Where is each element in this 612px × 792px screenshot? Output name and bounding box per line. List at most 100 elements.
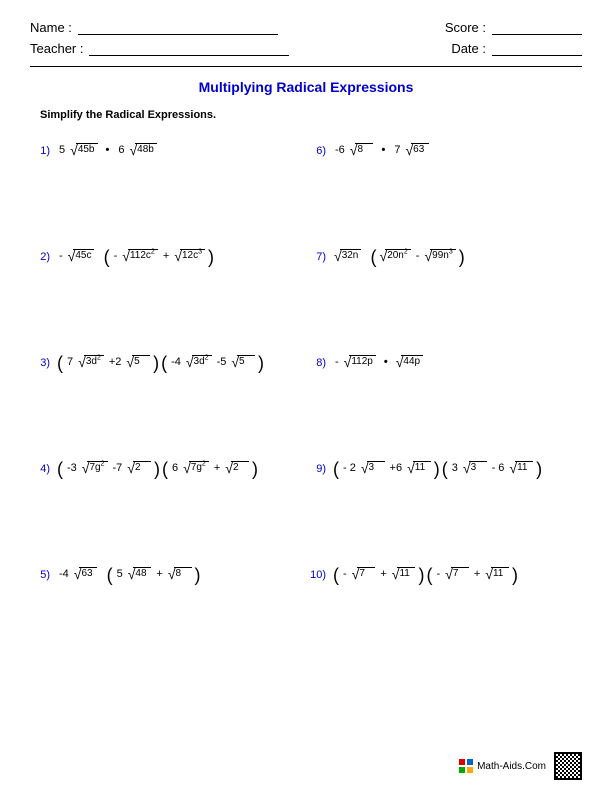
radicand: 48 [133,567,151,580]
left-paren: ( [107,568,113,582]
instructions: Simplify the Radical Expressions. [40,109,582,121]
sqrt-expression: √20n2 [380,249,411,263]
radicand: 7g2 [87,461,107,474]
left-paren: ( [371,250,377,264]
expression: 5√45b•6√48b [56,141,159,157]
problem-number: 6) [306,141,332,157]
spacer [363,250,369,262]
date-field-group: Date : [451,41,582,56]
sqrt-expression: √3 [463,461,487,475]
score-label: Score : [445,20,486,35]
left-paren: ( [426,568,432,582]
right-paren: ) [434,462,440,476]
expression: (7√3d2 +2 √5)(-4√3d2 -5 √5) [56,353,265,369]
radicand: 11 [515,461,533,474]
problem: 7)√32n (√20n2 - √99n3) [306,247,582,353]
footer: Math-Aids.Com [459,752,582,780]
problem-number: 9) [306,459,332,475]
radicand: 5 [132,355,150,368]
operator: +2 [109,356,122,368]
problem-number: 3) [30,353,56,369]
sqrt-expression: √11 [509,461,533,475]
sqrt-expression: √7 [445,567,469,581]
radicand: 12c3 [180,249,205,262]
coefficient: 6 [172,462,178,474]
sqrt-expression: √63 [405,143,429,157]
left-paren: ( [162,462,168,476]
operator: - 6 [492,462,505,474]
operator: + [156,568,162,580]
radicand: 63 [411,143,429,156]
expression: (-3√7g2 -7 √2)(6√7g2 + √2) [56,459,259,475]
date-blank [492,42,582,56]
problem: 10)(-√7 + √11)(-√7 + √11) [306,565,582,671]
expression: (-√7 + √11)(-√7 + √11) [332,565,519,581]
sqrt-expression: √44p [396,355,423,369]
radicand: 2 [133,461,151,474]
coefficient: - [343,568,347,580]
coefficient: 5 [59,144,65,156]
right-paren: ) [258,356,264,370]
sqrt-expression: √5 [231,355,255,369]
radicand: 32n [340,249,362,262]
right-paren: ) [252,462,258,476]
sqrt-expression: √11 [407,461,431,475]
left-paren: ( [57,356,63,370]
operator: - [416,250,420,262]
teacher-blank [89,42,289,56]
radicand: 112c2 [128,249,158,262]
name-blank [78,21,278,35]
coefficient: -6 [335,144,345,156]
sqrt-expression: √11 [392,567,416,581]
radicand: 48b [135,143,157,156]
problem: 2)-√45c (-√112c2 + √12c3) [30,247,306,353]
header-row-1: Name : Score : [30,20,582,35]
radicand: 99n3 [430,249,456,262]
problem-number: 2) [30,247,56,263]
radicand: 3d2 [192,355,212,368]
problem-number: 5) [30,565,56,581]
problem: 4)(-3√7g2 -7 √2)(6√7g2 + √2) [30,459,306,565]
sqrt-expression: √3d2 [186,355,212,369]
multiply-dot: • [384,356,388,368]
problem: 8)-√112p•√44p [306,353,582,459]
sqrt-expression: √7 [352,567,376,581]
right-paren: ) [459,250,465,264]
sqrt-expression: √8 [350,143,374,157]
left-paren: ( [442,462,448,476]
radicand: 7 [451,567,469,580]
header-divider [30,66,582,67]
operator: + [380,568,386,580]
expression: -√112p•√44p [332,353,425,369]
date-label: Date : [451,41,486,56]
radicand: 11 [491,567,509,580]
problem-number: 8) [306,353,332,369]
sqrt-expression: √7g2 [183,461,209,475]
sqrt-expression: √63 [74,567,98,581]
spacer [96,250,102,262]
coefficient: - [436,568,440,580]
page-title: Multiplying Radical Expressions [30,79,582,95]
radicand: 3 [469,461,487,474]
operator: -5 [217,356,227,368]
sqrt-expression: √48 [128,567,152,581]
problem: 1)5√45b•6√48b [30,141,306,247]
sqrt-expression: √8 [168,567,192,581]
right-paren: ) [418,568,424,582]
score-blank [492,21,582,35]
operator: + [474,568,480,580]
sqrt-expression: √45b [70,143,97,157]
right-paren: ) [208,250,214,264]
spacer [99,568,105,580]
radicand: 7g2 [189,461,209,474]
problem: 5)-4√63 (5√48 + √8) [30,565,306,671]
right-paren: ) [512,568,518,582]
radicand: 44p [401,355,423,368]
sqrt-expression: √7g2 [82,461,108,475]
radicand: 2 [231,461,249,474]
problem-number: 4) [30,459,56,475]
sqrt-expression: √32n [334,249,361,263]
sqrt-expression: √3 [361,461,385,475]
left-paren: ( [104,250,110,264]
operator: -7 [113,462,123,474]
